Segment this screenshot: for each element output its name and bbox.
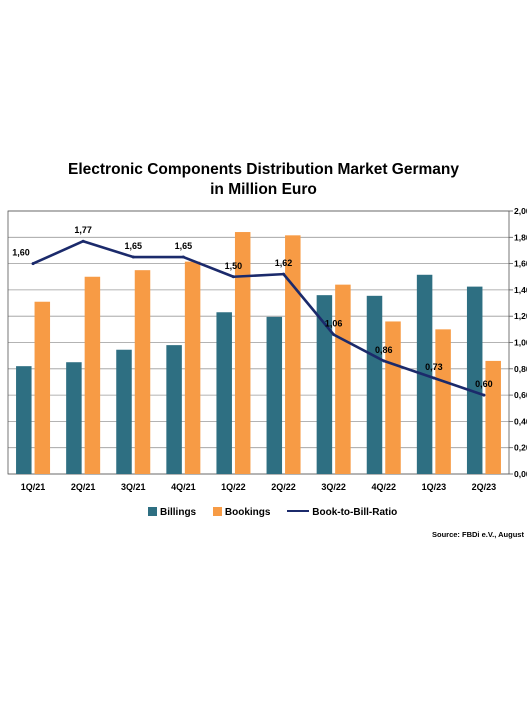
line-data-label: 1,65 xyxy=(175,241,193,251)
source-note: Source: FBDi e.V., August xyxy=(432,530,524,539)
line-data-label: 0,73 xyxy=(425,362,443,372)
x-tick-label: 2Q/21 xyxy=(71,482,96,492)
legend: Billings Bookings Book-to-Bill-Ratio xyxy=(148,507,411,518)
x-tick-label: 4Q/21 xyxy=(171,482,196,492)
legend-label-book-to-bill: Book-to-Bill-Ratio xyxy=(312,507,398,518)
bar-bookings xyxy=(134,270,151,474)
bar-billings xyxy=(166,345,182,474)
y2-tick-label: 1,40 xyxy=(514,285,527,295)
legend-swatch-billings xyxy=(148,507,157,516)
x-tick-label: 2Q/22 xyxy=(271,482,296,492)
x-tick-label: 3Q/22 xyxy=(321,482,346,492)
y2-tick-label: 1,60 xyxy=(514,259,527,269)
line-book-to-bill xyxy=(32,239,485,397)
y2-tick-label: 0,40 xyxy=(514,416,527,426)
line-point xyxy=(181,255,185,259)
y2-tick-label: 0,80 xyxy=(514,364,527,374)
bar-billings xyxy=(266,316,283,474)
legend-item-bookings: Bookings xyxy=(212,507,271,518)
line-data-label: 0,86 xyxy=(375,345,393,355)
chart-title: Electronic Components Distribution Marke… xyxy=(0,160,527,200)
legend-label-billings: Billings xyxy=(160,507,197,518)
legend-item-book-to-bill: Book-to-Bill-Ratio xyxy=(287,507,397,518)
y2-tick-label: 0,20 xyxy=(514,443,527,453)
line-data-label: 0,60 xyxy=(475,379,493,389)
line-data-label: 1,62 xyxy=(275,258,293,268)
y2-tick-label: 1,00 xyxy=(514,338,527,348)
chart-title-line-2: in Million Euro xyxy=(210,181,317,198)
x-tick-label: 1Q/21 xyxy=(21,482,46,492)
line-point xyxy=(282,272,286,276)
bar-billings xyxy=(366,295,383,474)
line-point xyxy=(432,376,436,380)
x-tick-label: 2Q/23 xyxy=(472,482,497,492)
bar-bookings xyxy=(385,321,401,474)
line-point xyxy=(31,262,35,266)
y2-tick-label: 1,20 xyxy=(514,311,527,321)
bar-billings xyxy=(116,349,132,474)
line-point xyxy=(332,333,336,337)
chart-title-line-1: Electronic Components Distribution Marke… xyxy=(67,161,459,178)
bar-bookings xyxy=(184,261,201,474)
x-tick-label: 1Q/23 xyxy=(422,482,447,492)
line-point xyxy=(482,393,486,397)
x-tick-label: 1Q/22 xyxy=(221,482,246,492)
line-point xyxy=(231,275,235,279)
y2-tick-label: 0,00 xyxy=(514,469,527,479)
legend-swatch-book-to-bill xyxy=(287,509,310,512)
line-data-label: 1,77 xyxy=(74,225,92,235)
bar-bookings xyxy=(234,232,251,474)
bar-bookings xyxy=(435,329,451,474)
plot-area-border xyxy=(7,210,510,475)
y2-tick-label: 2,00 xyxy=(514,206,527,216)
bar-bookings xyxy=(285,235,301,474)
line-point xyxy=(131,255,135,259)
bar-billings xyxy=(66,362,82,474)
line-data-label: 1,60 xyxy=(12,248,30,258)
bar-billings xyxy=(316,295,333,474)
line-data-label: 1,65 xyxy=(124,241,142,251)
line-point xyxy=(382,359,386,363)
y2-tick-label: 0,60 xyxy=(514,390,527,400)
bar-bookings xyxy=(34,301,51,474)
line-data-label: 1,50 xyxy=(225,261,243,271)
x-tick-label: 3Q/21 xyxy=(121,482,146,492)
bar-bookings xyxy=(485,360,501,474)
bar-billings xyxy=(216,312,232,474)
legend-label-bookings: Bookings xyxy=(224,507,271,518)
bar-bookings xyxy=(84,276,101,474)
bar-bookings xyxy=(335,284,351,474)
y2-tick-label: 1,80 xyxy=(514,232,527,242)
bar-billings xyxy=(16,366,32,474)
line-point xyxy=(81,239,85,243)
line-data-label: 1,06 xyxy=(325,319,343,329)
bar-billings xyxy=(466,286,483,474)
legend-item-billings: Billings xyxy=(148,507,196,518)
x-tick-label: 4Q/22 xyxy=(371,482,396,492)
legend-swatch-bookings xyxy=(212,507,222,516)
